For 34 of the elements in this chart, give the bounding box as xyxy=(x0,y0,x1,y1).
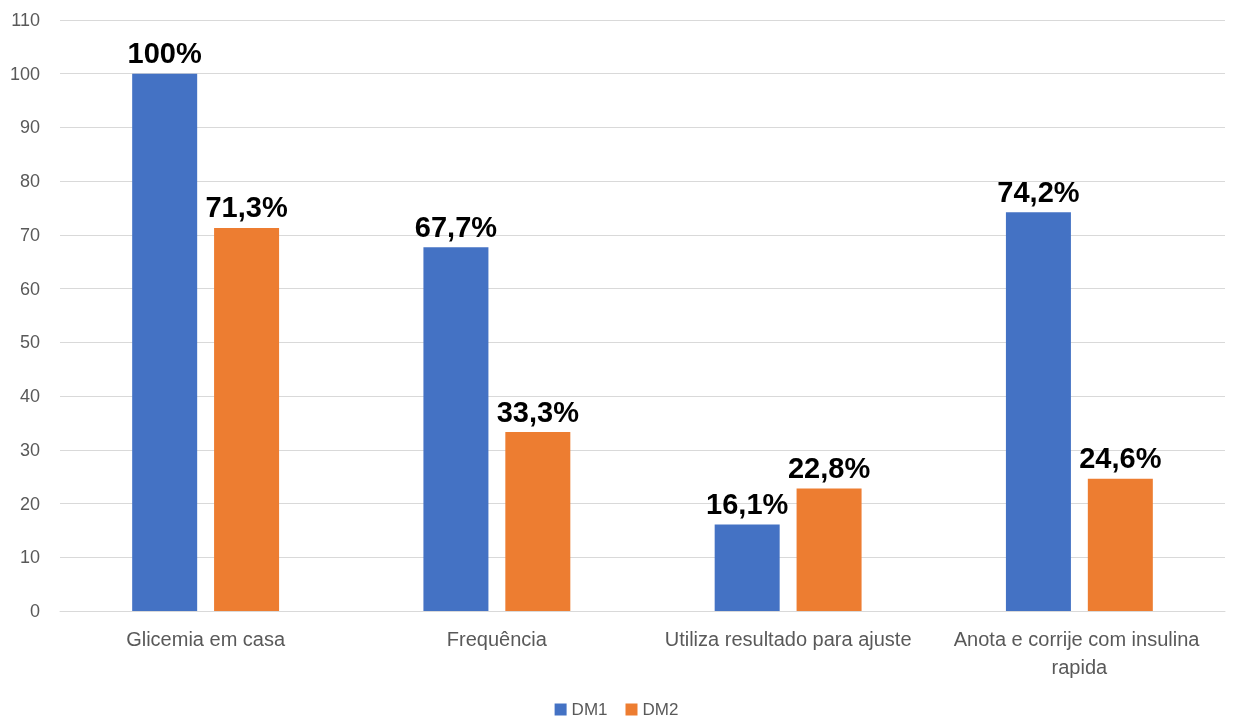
data-label: 24,6% xyxy=(1079,442,1162,475)
x-tick-label: Frequência xyxy=(446,628,548,650)
y-tick-label: 80 xyxy=(19,171,40,192)
y-tick-label: 10 xyxy=(19,547,40,568)
y-tick-label: 50 xyxy=(19,332,40,353)
y-tick-label: 60 xyxy=(19,278,40,299)
bar xyxy=(796,488,862,611)
bar xyxy=(505,432,571,611)
y-tick-label: 110 xyxy=(11,10,40,30)
y-tick-label: 90 xyxy=(19,117,40,138)
data-label: 22,8% xyxy=(787,452,871,484)
data-label: 74,2% xyxy=(997,175,1080,208)
bar xyxy=(132,73,198,611)
x-tick-label: Anota e corrije com insulina rapida xyxy=(953,628,1205,678)
bar xyxy=(423,247,489,611)
legend-label: DM2 xyxy=(642,700,679,719)
bar xyxy=(1087,478,1153,611)
y-tick-label: 0 xyxy=(29,601,40,621)
data-label: 33,3% xyxy=(496,395,580,428)
data-label: 67,7% xyxy=(414,210,498,243)
y-tick-label: 30 xyxy=(19,439,40,460)
y-tick-label: 20 xyxy=(19,493,40,514)
legend-label: DM1 xyxy=(571,700,608,719)
data-label: 71,3% xyxy=(205,191,288,224)
data-label: 100% xyxy=(127,37,202,70)
y-tick-label: 40 xyxy=(19,386,40,407)
bar xyxy=(714,524,780,611)
bar xyxy=(1005,212,1071,611)
x-tick-label: Glicemia em casa xyxy=(126,628,286,650)
data-label: 16,1% xyxy=(706,488,789,520)
bar xyxy=(214,227,280,611)
x-tick-label: Utiliza resultado para ajuste xyxy=(664,628,912,650)
y-tick-label: 100 xyxy=(9,63,40,84)
y-tick-label: 70 xyxy=(19,224,40,245)
